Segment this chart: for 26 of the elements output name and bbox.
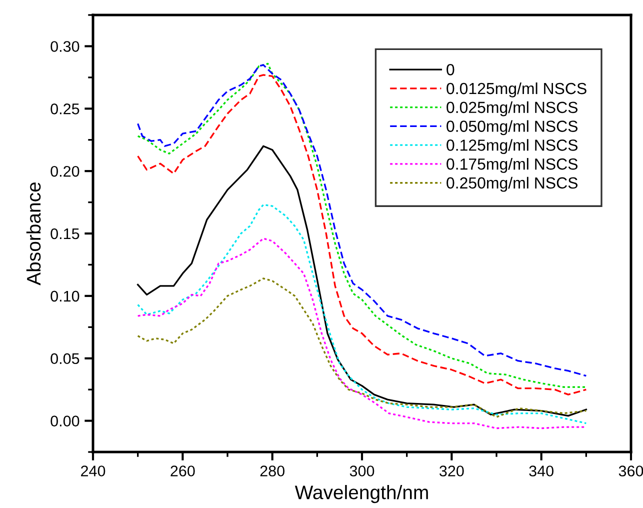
y-tick-label: 0.15 xyxy=(50,228,80,240)
x-tick-label: 260 xyxy=(170,466,195,476)
legend-label: 0.250mg/ml NSCS xyxy=(446,176,578,192)
legend-label: 0.125mg/ml NSCS xyxy=(446,139,578,154)
line-series xyxy=(137,204,587,424)
y-axis-title: Absorbance xyxy=(26,182,41,286)
y-tick-label: 0.10 xyxy=(50,290,80,302)
y-tick-label: 0.05 xyxy=(50,353,80,364)
x-tick-label: 340 xyxy=(529,466,554,476)
x-tick-label: 360 xyxy=(618,466,643,476)
x-axis-title: Wavelength/nm xyxy=(294,484,428,504)
y-tick-label: 0.25 xyxy=(50,104,80,114)
x-tick-label: 300 xyxy=(350,466,374,476)
legend-label: 0 xyxy=(446,64,454,76)
y-tick-label: 0.00 xyxy=(50,416,80,426)
x-tick-label: 280 xyxy=(260,466,284,476)
x-tick-label: 320 xyxy=(440,466,464,476)
y-tick-label: 0.20 xyxy=(50,166,80,177)
y-tick-label: 0.30 xyxy=(50,41,80,52)
x-tick-label: 240 xyxy=(81,466,106,476)
legend-label: 0.175mg/ml NSCS xyxy=(446,158,578,173)
legend-label: 0.025mg/ml NSCS xyxy=(446,101,578,116)
legend-label: 0.050mg/ml NSCS xyxy=(446,120,578,136)
line-series xyxy=(137,278,587,418)
legend-label: 0.0125mg/ml NSCS xyxy=(446,82,586,98)
line-series xyxy=(137,238,587,430)
